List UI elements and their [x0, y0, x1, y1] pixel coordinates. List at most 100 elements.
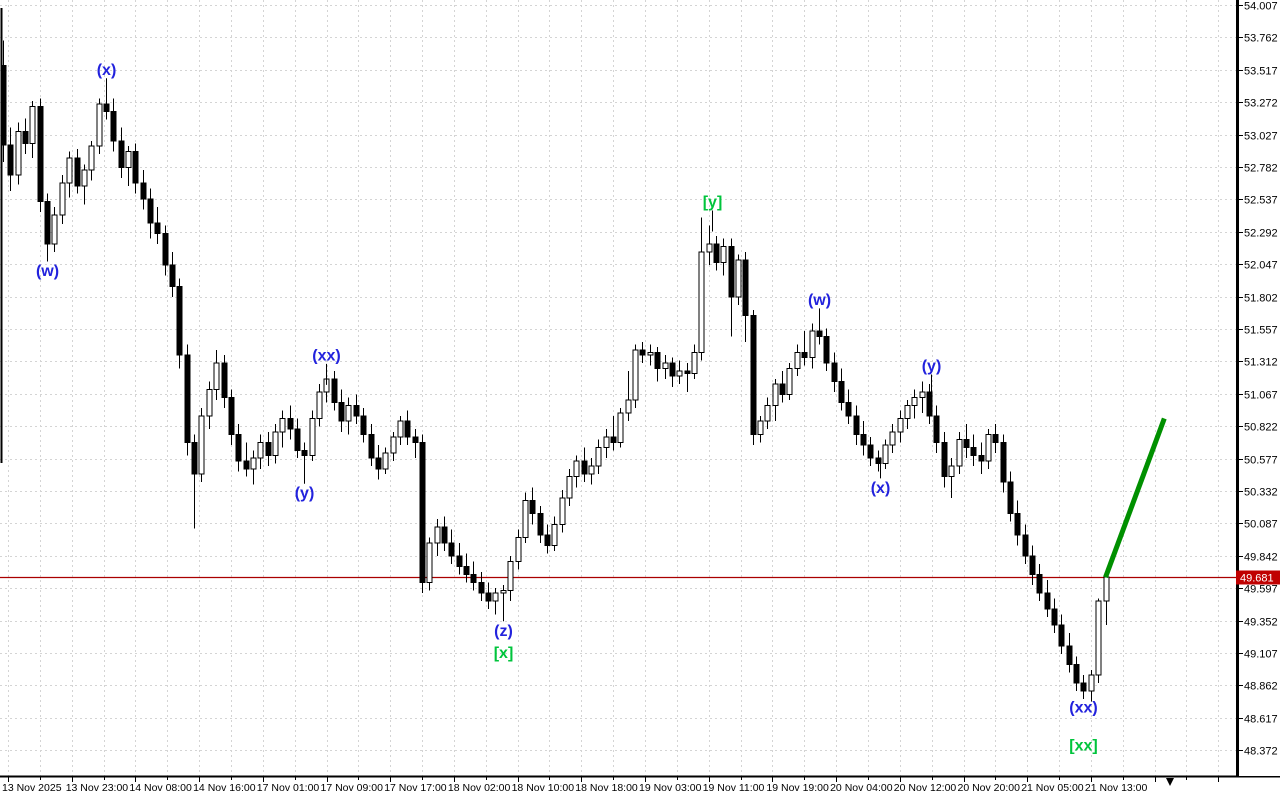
wave-label[interactable]: (z)	[494, 623, 513, 640]
candle-bullish	[272, 431, 279, 457]
candle-bearish	[610, 436, 617, 443]
candle-bearish	[243, 460, 250, 470]
candle-bullish	[434, 526, 441, 544]
wave-label[interactable]: (y)	[922, 358, 942, 375]
candle-bearish	[456, 555, 463, 568]
time-tick-label: 13 Nov 2025	[2, 782, 62, 794]
wave-label[interactable]: (xx)	[312, 347, 340, 364]
wave-label[interactable]: [xx]	[1069, 737, 1097, 754]
price-tick-label: 51.557	[1244, 325, 1278, 337]
time-axis-band[interactable]	[0, 778, 1280, 800]
time-tick-label: 20 Nov 12:00	[894, 782, 957, 794]
candle-bearish	[1051, 608, 1058, 626]
candle-bearish	[287, 418, 294, 430]
candle-bearish	[860, 433, 867, 446]
candle-bearish	[831, 362, 838, 383]
price-tick-label: 52.782	[1244, 163, 1278, 175]
candle-bullish	[647, 351, 654, 356]
candle-bullish	[125, 150, 132, 168]
time-tick-label: 19 Nov 19:00	[766, 782, 829, 794]
candle-bullish	[522, 500, 529, 539]
candle-bearish	[176, 285, 183, 356]
candle-bearish	[110, 111, 117, 142]
time-tick-label: 14 Nov 16:00	[193, 782, 256, 794]
price-axis-band[interactable]	[1239, 0, 1280, 776]
price-tick-label: 51.802	[1244, 293, 1278, 305]
candle-bullish	[882, 444, 889, 464]
candle-bullish	[794, 351, 801, 369]
wave-label[interactable]: (w)	[36, 263, 59, 280]
price-axis[interactable]: 54.007 53.762 53.517 53.272 53.027 52.782 52.5…	[1236, 0, 1280, 777]
candle-bullish	[1103, 576, 1110, 602]
price-tick-label: 49.842	[1244, 552, 1278, 564]
candle-bearish	[838, 381, 845, 404]
candle-bearish	[162, 232, 169, 266]
wave-label[interactable]: [y]	[703, 194, 723, 211]
candle-bullish	[206, 388, 213, 417]
candle-bearish	[0, 64, 7, 146]
candle-bullish	[492, 592, 499, 602]
candle-bearish	[103, 103, 110, 113]
time-tick-label: 17 Nov 01:00	[257, 782, 320, 794]
candle-bearish	[22, 131, 29, 144]
candle-bullish	[625, 399, 632, 414]
candle-bullish	[985, 433, 992, 462]
candle-bullish	[1095, 600, 1102, 676]
candle-bullish	[706, 243, 713, 253]
price-tick-label: 48.617	[1244, 714, 1278, 726]
candle-bullish	[764, 404, 771, 422]
wave-label[interactable]: (x)	[97, 62, 117, 79]
price-tick-label: 51.312	[1244, 357, 1278, 369]
wave-label[interactable]: (w)	[808, 292, 831, 309]
candle-bullish	[911, 396, 918, 406]
wave-label[interactable]: (x)	[871, 480, 891, 497]
candle-bullish	[88, 145, 95, 171]
candle-bearish	[1007, 481, 1014, 515]
candle-bearish	[44, 201, 51, 245]
candle-bullish	[1088, 674, 1095, 692]
candle-bearish	[742, 259, 749, 316]
candle-bearish	[867, 444, 874, 459]
candle-bearish	[7, 144, 14, 176]
candle-bearish	[750, 314, 757, 435]
candle-bearish	[933, 415, 940, 443]
candle-bearish	[684, 370, 691, 375]
candle-bearish	[118, 140, 125, 168]
wave-label[interactable]: [x]	[494, 645, 514, 662]
candle-bearish	[1000, 441, 1007, 483]
wave-label[interactable]: (xx)	[1069, 699, 1097, 716]
candle-bearish	[221, 362, 228, 398]
candle-bearish	[992, 433, 999, 443]
candle-bullish	[698, 251, 705, 353]
candle-bearish	[338, 402, 345, 422]
wave-label[interactable]: (y)	[295, 485, 315, 502]
candle-bullish	[735, 259, 742, 298]
candle-bullish	[59, 182, 66, 216]
time-axis[interactable]: 13 Nov 2025 13 Nov 23:00 14 Nov 08:00 14 No…	[0, 775, 1280, 800]
candle-bearish	[448, 542, 455, 557]
price-tick-label: 50.822	[1244, 422, 1278, 434]
current-price-badge-value: 49.681	[1240, 573, 1274, 585]
time-tick-label: 18 Nov 18:00	[575, 782, 638, 794]
candle-bullish	[29, 105, 36, 144]
candle-bearish	[294, 428, 301, 451]
trend-line[interactable]	[1103, 417, 1167, 579]
candle-bearish	[779, 383, 786, 396]
price-tick-label: 53.272	[1244, 98, 1278, 110]
candle-bullish	[309, 418, 316, 457]
candle-bearish	[1058, 624, 1065, 647]
candle-bearish	[228, 396, 235, 435]
candle-bullish	[81, 169, 88, 187]
candle-bearish	[353, 404, 360, 417]
candles-layer	[0, 40, 1110, 702]
candle-bearish	[926, 391, 933, 417]
chart-shift-marker[interactable]	[1166, 778, 1174, 786]
candle-bearish	[1066, 645, 1073, 666]
time-tick-label: 19 Nov 11:00	[703, 782, 765, 794]
candle-bearish	[360, 415, 367, 435]
candle-bullish	[662, 362, 669, 369]
candle-bearish	[301, 449, 308, 457]
candle-bullish	[757, 420, 764, 435]
